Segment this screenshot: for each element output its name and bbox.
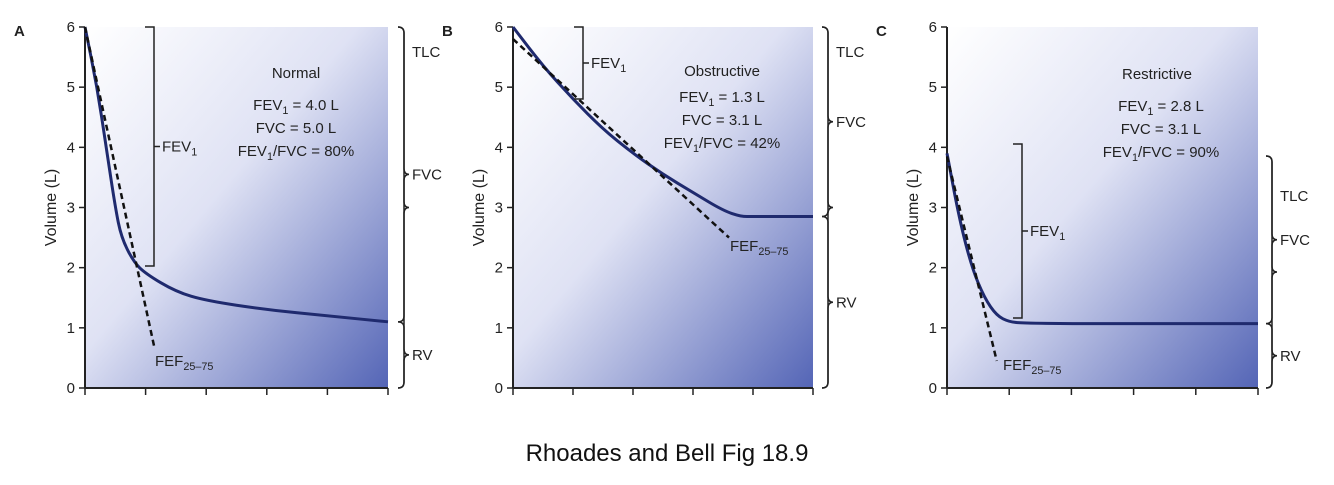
y-tick-label: 0	[67, 380, 75, 397]
figure-caption: Rhoades and Bell Fig 18.9	[525, 440, 809, 467]
panel-title: Obstructive	[684, 63, 760, 80]
y-axis-label: Volume (L)	[471, 169, 488, 246]
fef-tangent-line	[83, 26, 156, 350]
fev1-label: FEV1	[162, 139, 197, 159]
fef-tangent-line	[512, 38, 730, 239]
chart-panel-b: 0 1 2 3 4 5 6 Volume (L) B FEV1 FEF25–75 Obstructiv…	[442, 19, 866, 397]
fef-tangent-line	[945, 156, 998, 362]
tlc-label: TLC	[1280, 188, 1309, 205]
y-tick-label: 1	[67, 320, 75, 337]
y-tick-label: 6	[495, 19, 503, 36]
expiration-curve	[83, 26, 389, 324]
y-tick-label: 5	[495, 79, 503, 96]
y-tick-label: 0	[495, 380, 503, 397]
panel-label: C	[876, 23, 887, 40]
y-tick-label: 4	[495, 139, 503, 156]
y-tick-label: 4	[67, 139, 75, 156]
stat-line: FVC = 3.1 L	[682, 112, 762, 129]
fev1-label: FEV1	[1030, 223, 1065, 243]
chart-panel-a: 0 1 2 3 4 5 6 Volume (L) A FEV1 FEF25–75 Normal FEV1…	[14, 19, 442, 397]
y-tick-label: 3	[67, 200, 75, 217]
rv-label: RV	[412, 347, 433, 364]
fvc-label: FVC	[1280, 232, 1310, 249]
fvc-label: FVC	[412, 166, 442, 183]
tlc-label: TLC	[836, 44, 865, 61]
y-tick-label: 2	[495, 260, 503, 277]
panel-title: Normal	[272, 65, 320, 82]
stat-line: FEV1 = 2.8 L	[1118, 98, 1204, 118]
y-tick-label: 5	[929, 79, 937, 96]
plot-background	[947, 27, 1258, 388]
rv-label: RV	[836, 294, 857, 311]
rv-brace	[821, 215, 834, 389]
y-axis-label: Volume (L)	[905, 169, 922, 246]
y-tick-label: 1	[929, 320, 937, 337]
expiration-curve	[945, 153, 1258, 326]
rv-brace	[1265, 322, 1278, 389]
stat-line: FEV1/FVC = 42%	[664, 135, 781, 155]
fef-label: FEF25–75	[155, 353, 213, 373]
chart-panel-c: 0 1 2 3 4 5 6 Volume (L) C FEV1 FEF25–75 Restrictiv…	[876, 19, 1310, 397]
rv-label: RV	[1280, 348, 1301, 365]
stat-line: FEV1 = 4.0 L	[253, 97, 339, 117]
fef-label: FEF25–75	[1003, 357, 1061, 377]
fvc-label: FVC	[836, 114, 866, 131]
panel-title: Restrictive	[1122, 66, 1192, 83]
y-tick-label: 2	[929, 260, 937, 277]
y-tick-label: 4	[929, 139, 937, 156]
stat-line: FEV1/FVC = 90%	[1103, 144, 1220, 164]
y-tick-label: 3	[929, 200, 937, 217]
y-tick-label: 0	[929, 380, 937, 397]
y-tick-label: 3	[495, 200, 503, 217]
fef-label: FEF25–75	[730, 238, 788, 258]
stat-line: FEV1/FVC = 80%	[238, 143, 355, 163]
tlc-label: TLC	[412, 44, 441, 61]
y-tick-label: 2	[67, 260, 75, 277]
y-tick-label: 5	[67, 79, 75, 96]
stat-line: FEV1 = 1.3 L	[679, 89, 765, 109]
fvc-brace	[821, 26, 834, 218]
y-tick-label: 6	[929, 19, 937, 36]
panel-label: A	[14, 23, 25, 40]
plot-background	[85, 27, 388, 388]
y-tick-label: 6	[67, 19, 75, 36]
panel-label: B	[442, 23, 453, 40]
stat-line: FVC = 3.1 L	[1121, 121, 1201, 138]
y-axis-label: Volume (L)	[43, 169, 60, 246]
stat-line: FVC = 5.0 L	[256, 120, 336, 137]
fvc-brace	[397, 26, 410, 323]
rv-brace	[397, 321, 410, 389]
y-tick-label: 1	[495, 320, 503, 337]
fev1-label: FEV1	[591, 55, 626, 75]
fvc-brace	[1265, 155, 1278, 325]
